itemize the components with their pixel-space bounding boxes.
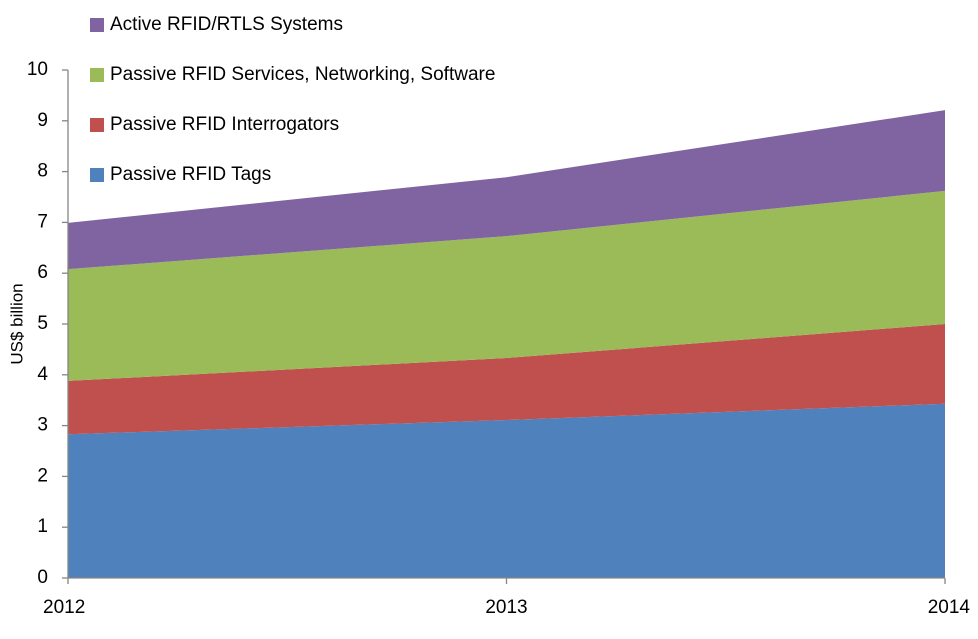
legend-swatch xyxy=(90,118,104,132)
area xyxy=(68,403,945,578)
area xyxy=(68,110,945,270)
y-tick-label: 10 xyxy=(27,59,48,80)
area xyxy=(68,190,945,381)
y-tick-label: 2 xyxy=(37,465,48,486)
y-tick-label: 8 xyxy=(37,161,48,182)
legend-label: Passive RFID Services, Networking, Softw… xyxy=(110,64,495,85)
y-tick-label: 9 xyxy=(37,110,48,131)
y-tick-label: 1 xyxy=(37,516,48,537)
y-tick-label: 0 xyxy=(37,567,48,588)
x-tick-label: 2013 xyxy=(485,597,527,618)
y-axis-label: US$ billion xyxy=(7,283,26,364)
area xyxy=(68,324,945,435)
legend-swatch xyxy=(90,168,104,182)
y-tick-label: 6 xyxy=(37,262,48,283)
x-tick-label: 2012 xyxy=(43,597,85,618)
legend-swatch xyxy=(90,18,104,32)
y-tick-label: 7 xyxy=(37,211,48,232)
legend-swatch xyxy=(90,68,104,82)
y-tick-label: 5 xyxy=(37,313,48,334)
legend-label: Passive RFID Interrogators xyxy=(110,114,339,135)
legend-label: Active RFID/RTLS Systems xyxy=(110,14,343,35)
y-tick-label: 4 xyxy=(37,364,48,385)
legend-label: Passive RFID Tags xyxy=(110,164,271,185)
x-tick-label: 2014 xyxy=(928,597,971,618)
y-tick-label: 3 xyxy=(37,415,48,436)
